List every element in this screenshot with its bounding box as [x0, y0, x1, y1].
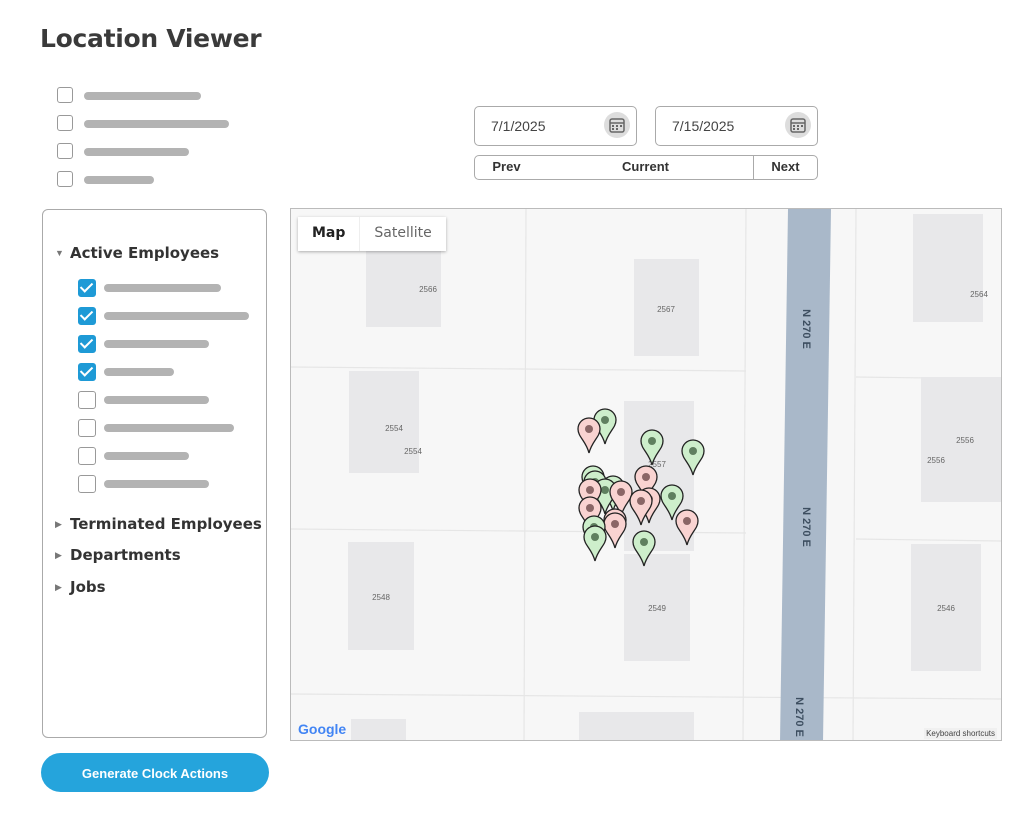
tree-departments[interactable]: Departments [70, 546, 181, 564]
filter-label-redacted [84, 120, 229, 128]
keyboard-shortcuts-link[interactable]: Keyboard shortcuts [924, 728, 997, 739]
location-map[interactable]: 2566 2567 2564 2554 2554 2556 2556 2557 2548 2549… [290, 208, 1002, 741]
building [366, 237, 441, 327]
clock-in-marker [632, 530, 656, 567]
caret-right-icon[interactable]: ▶ [55, 550, 62, 560]
filter-label-redacted [84, 92, 201, 100]
clock-in-marker [660, 484, 684, 521]
calendar-icon[interactable] [604, 112, 630, 138]
tree-active-employees[interactable]: Active Employees [70, 244, 220, 262]
street-label: N 270 E [800, 309, 812, 349]
tree-terminated-employees[interactable]: Terminated Employees [70, 515, 262, 533]
end-date-value: 7/15/2025 [672, 118, 735, 134]
clock-out-marker [634, 465, 658, 502]
employee-checkbox[interactable] [78, 475, 96, 493]
clock-out-marker [629, 489, 653, 526]
building [624, 554, 690, 661]
street-label: N 270 E [793, 697, 805, 737]
building-number: 2556 [956, 436, 974, 445]
current-button[interactable]: Current [538, 155, 754, 180]
street-label: N 270 E [800, 507, 812, 547]
building-number: 2567 [657, 305, 675, 314]
google-logo: Google [298, 721, 347, 737]
clock-out-marker [577, 417, 601, 454]
prev-button[interactable]: Prev [474, 155, 539, 180]
clock-in-marker [583, 525, 607, 562]
employee-checkbox[interactable] [78, 279, 96, 297]
filter-checkbox[interactable] [57, 171, 73, 187]
generate-clock-actions-button[interactable]: Generate Clock Actions [41, 753, 269, 792]
employee-tree-panel: ▼ Active Employees ▶ Terminated Employee… [42, 209, 267, 738]
filter-label-redacted [84, 148, 189, 156]
caret-down-icon[interactable]: ▼ [55, 248, 64, 258]
filter-label-redacted [84, 176, 154, 184]
employee-name-redacted [104, 452, 189, 460]
filter-checkbox[interactable] [57, 143, 73, 159]
clock-out-marker [609, 480, 633, 517]
employee-name-redacted [104, 340, 209, 348]
building [634, 259, 699, 356]
employee-checkbox[interactable] [78, 447, 96, 465]
building-number: 2546 [937, 604, 955, 613]
employee-name-redacted [104, 284, 221, 292]
employee-checkbox[interactable] [78, 335, 96, 353]
employee-name-redacted [104, 312, 249, 320]
employee-name-redacted [104, 424, 234, 432]
clock-in-marker [640, 429, 664, 466]
satellite-tab[interactable]: Satellite [359, 217, 445, 251]
end-date-field[interactable]: 7/15/2025 [655, 106, 818, 146]
employee-name-redacted [104, 480, 209, 488]
start-date-field[interactable]: 7/1/2025 [474, 106, 637, 146]
employee-checkbox[interactable] [78, 363, 96, 381]
building [921, 377, 1001, 502]
employee-checkbox[interactable] [78, 419, 96, 437]
building [349, 371, 419, 473]
clock-out-marker [675, 509, 699, 546]
building-number: 2557 [648, 460, 666, 469]
building [911, 544, 981, 671]
clock-in-marker [593, 408, 617, 445]
building-number: 2548 [372, 593, 390, 602]
building [913, 214, 983, 322]
clock-in-marker [681, 439, 705, 476]
building [348, 542, 414, 650]
clock-out-marker [603, 512, 627, 549]
tree-jobs[interactable]: Jobs [70, 578, 106, 596]
map-canvas[interactable]: 2566 2567 2564 2554 2554 2556 2556 2557 2548 2549… [291, 209, 1002, 741]
filter-checkbox[interactable] [57, 115, 73, 131]
calendar-icon[interactable] [785, 112, 811, 138]
building [351, 719, 406, 740]
caret-right-icon[interactable]: ▶ [55, 519, 62, 529]
caret-right-icon[interactable]: ▶ [55, 582, 62, 592]
building-number: 2564 [970, 290, 988, 299]
employee-checkbox[interactable] [78, 391, 96, 409]
next-button[interactable]: Next [753, 155, 818, 180]
filter-checkbox[interactable] [57, 87, 73, 103]
start-date-value: 7/1/2025 [491, 118, 546, 134]
employee-name-redacted [104, 396, 209, 404]
building-number: 2554 [385, 424, 403, 433]
page-title: Location Viewer [40, 24, 262, 53]
building-number: 2566 [419, 285, 437, 294]
employee-name-redacted [104, 368, 174, 376]
building [579, 712, 694, 740]
building-number: 2549 [648, 604, 666, 613]
map-tab[interactable]: Map [312, 225, 346, 241]
building-number: 2554 [404, 447, 422, 456]
employee-checkbox[interactable] [78, 307, 96, 325]
building-number: 2556 [927, 456, 945, 465]
